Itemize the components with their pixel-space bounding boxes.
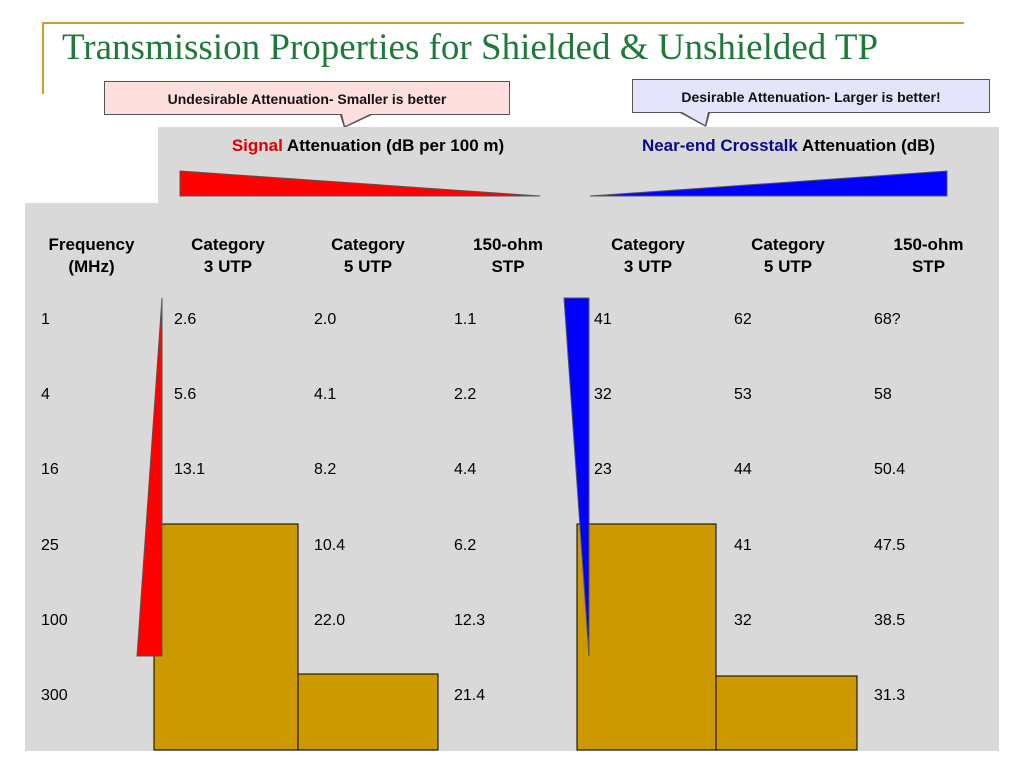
table-cell-signal-stp: 1.1 — [438, 300, 578, 376]
callout-undesirable: Undesirable Attenuation- Smaller is bett… — [104, 81, 510, 115]
table-cell-crosstalk-stp: 58 — [858, 375, 999, 451]
table-cell-crosstalk-cat5: 53 — [718, 375, 858, 451]
table-cell-crosstalk-cat3: 23 — [578, 450, 718, 526]
callout-undesirable-tail-fill — [342, 114, 370, 126]
filler-block-signal-cat3 — [153, 523, 299, 751]
crosstalk-wedge-horizontal — [589, 170, 948, 197]
table-cell-frequency: 100 — [25, 600, 158, 676]
signal-wedge-horizontal — [179, 170, 541, 197]
table-cell-crosstalk-cat3: 41 — [578, 300, 718, 376]
signal-header-rest: Attenuation (dB per 100 m) — [282, 136, 505, 155]
table-cell-signal-stp: 2.2 — [438, 375, 578, 451]
column-header-crosstalk-cat3: Category 3 UTP — [578, 203, 718, 300]
signal-wedge-vertical — [136, 297, 163, 657]
table-cell-crosstalk-cat5: 32 — [718, 600, 858, 676]
slide-title: Transmission Properties for Shielded & U… — [62, 27, 879, 68]
crosstalk-wedge-vertical — [563, 297, 590, 657]
table-cell-frequency: 25 — [25, 525, 158, 601]
table-cell-crosstalk-cat5: 62 — [718, 300, 858, 376]
table-corner-blank — [25, 127, 158, 203]
table-cell-signal-cat5: 10.4 — [298, 525, 438, 601]
slide-frame-horizontal — [42, 22, 964, 24]
table-cell-signal-stp: 12.3 — [438, 600, 578, 676]
table-cell-signal-cat5: 22.0 — [298, 600, 438, 676]
filler-block-crosstalk-cat5 — [715, 675, 858, 751]
callout-desirable: Desirable Attenuation- Larger is better! — [632, 79, 990, 113]
table-cell-crosstalk-stp: 68? — [858, 300, 999, 376]
table-cell-signal-cat3: 13.1 — [158, 450, 298, 526]
table-cell-crosstalk-cat5: 44 — [718, 450, 858, 526]
column-header-signal-cat5: Category 5 UTP — [298, 203, 438, 300]
column-header-frequency: Frequency (MHz) — [25, 203, 158, 300]
table-cell-signal-stp: 21.4 — [438, 676, 578, 752]
table-cell-crosstalk-cat3: 32 — [578, 375, 718, 451]
table-cell-crosstalk-cat5: 41 — [718, 525, 858, 601]
column-header-crosstalk-cat5: Category 5 UTP — [718, 203, 858, 300]
table-cell-signal-cat3: 5.6 — [158, 375, 298, 451]
table-cell-signal-cat5: 4.1 — [298, 375, 438, 451]
table-cell-signal-stp: 6.2 — [438, 525, 578, 601]
table-cell-signal-cat5: 2.0 — [298, 300, 438, 376]
crosstalk-header-rest: Attenuation (dB) — [797, 136, 936, 155]
table-cell-frequency: 16 — [25, 450, 158, 526]
table-cell-frequency: 300 — [25, 676, 158, 752]
table-cell-frequency: 4 — [25, 375, 158, 451]
crosstalk-header-highlight: Near-end Crosstalk — [641, 136, 798, 155]
table-cell-crosstalk-stp: 38.5 — [858, 600, 999, 676]
column-header-crosstalk-stp: 150-ohm STP — [858, 203, 999, 300]
callout-desirable-tail-fill — [682, 112, 708, 125]
table-cell-signal-cat5: 8.2 — [298, 450, 438, 526]
table-cell-frequency: 1 — [25, 300, 158, 376]
column-header-signal-cat3: Category 3 UTP — [158, 203, 298, 300]
filler-block-signal-cat5 — [297, 673, 439, 751]
slide-frame-vertical — [42, 22, 44, 94]
table-cell-signal-cat3: 2.6 — [158, 300, 298, 376]
table-cell-crosstalk-stp: 47.5 — [858, 525, 999, 601]
filler-block-crosstalk-cat3 — [576, 523, 717, 751]
table-cell-crosstalk-stp: 50.4 — [858, 450, 999, 526]
column-header-signal-stp: 150-ohm STP — [438, 203, 578, 300]
table-cell-crosstalk-stp: 31.3 — [858, 676, 999, 752]
table-cell-signal-stp: 4.4 — [438, 450, 578, 526]
signal-header-highlight: Signal — [231, 136, 283, 155]
